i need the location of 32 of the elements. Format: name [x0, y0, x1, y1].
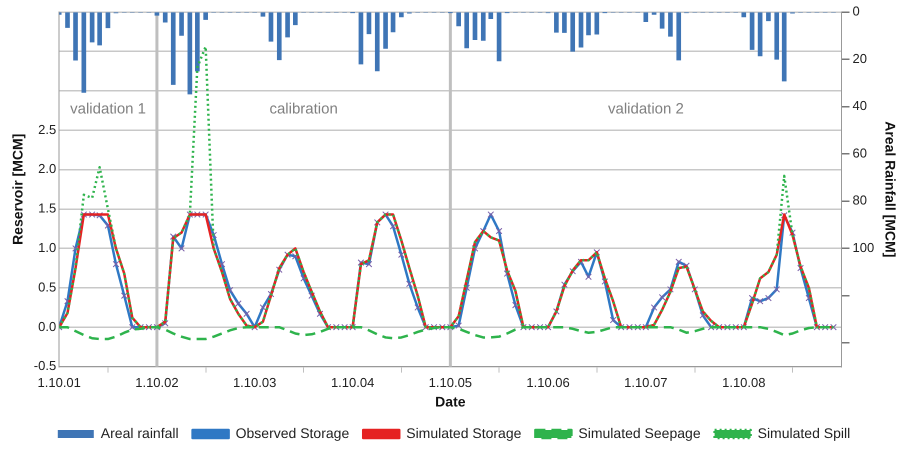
- x-tick-label: 1.10.06: [526, 374, 570, 390]
- y-tick-label: 1.0: [38, 240, 56, 255]
- y2-axis-title: Areal Rainfall [MCM]: [882, 121, 899, 258]
- legend-label: Areal rainfall: [100, 424, 179, 441]
- legend-label: Observed Storage: [236, 424, 350, 441]
- y2-tick-label: 20: [852, 50, 867, 66]
- legend-label: Simulated Seepage: [578, 424, 701, 441]
- annotation: validation 2: [608, 100, 684, 118]
- x-axis-title: Date: [435, 393, 466, 410]
- x-tick-label: 1.10.05: [428, 374, 472, 390]
- y-tick-label: 2.5: [38, 122, 56, 137]
- x-tick-label: 1.10.02: [135, 374, 179, 390]
- legend-label: Simulated Storage: [406, 424, 522, 441]
- x-tick-label: 1.10.03: [232, 374, 276, 390]
- legend-label: Simulated Spill: [758, 424, 850, 441]
- y-tick-label: 0.5: [38, 279, 56, 294]
- x-tick-label: 1.10.01: [38, 374, 81, 390]
- y-tick-label: 2.0: [38, 161, 56, 176]
- x-tick-label: 1.10.08: [722, 374, 766, 390]
- y-tick-label: -0.5: [34, 358, 56, 374]
- y-tick-label: 0.0: [38, 318, 56, 334]
- y2-tick-label: 40: [852, 98, 867, 114]
- y2-tick-label: 0: [852, 4, 860, 19]
- y2-tick-label: 80: [852, 192, 867, 208]
- x-tick-label: 1.10.04: [330, 374, 374, 390]
- y2-tick-label: 60: [852, 145, 867, 160]
- annotation: validation 1: [70, 100, 146, 118]
- y-tick-label: 1.5: [38, 200, 56, 216]
- y2-tick-label: 100: [852, 240, 874, 255]
- y-axis-title: Reservoir [MCM]: [9, 134, 26, 245]
- annotation: calibration: [269, 100, 338, 118]
- x-tick-label: 1.10.07: [624, 374, 668, 390]
